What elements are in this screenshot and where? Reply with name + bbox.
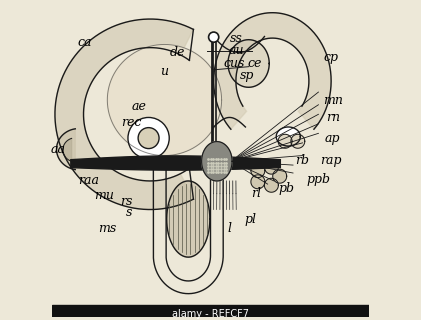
Text: ppb: ppb <box>306 173 330 186</box>
Text: rec: rec <box>121 116 141 129</box>
Text: de: de <box>170 46 185 59</box>
Text: mn: mn <box>323 93 343 107</box>
Polygon shape <box>202 141 232 181</box>
Text: ss: ss <box>229 32 242 44</box>
Text: rn: rn <box>326 111 340 124</box>
Polygon shape <box>167 181 210 257</box>
Bar <box>52 305 369 320</box>
Polygon shape <box>214 13 331 129</box>
Polygon shape <box>55 19 193 210</box>
Text: raa: raa <box>78 174 99 188</box>
Text: ae: ae <box>132 100 147 113</box>
Polygon shape <box>264 160 278 174</box>
Text: rap: rap <box>320 154 342 167</box>
Text: pb: pb <box>279 182 295 196</box>
Text: mu: mu <box>94 189 114 202</box>
Text: cp: cp <box>324 51 338 64</box>
Polygon shape <box>273 169 287 183</box>
Polygon shape <box>56 129 75 170</box>
Polygon shape <box>291 134 305 148</box>
Polygon shape <box>228 40 269 87</box>
Text: s: s <box>126 206 133 219</box>
Text: pl: pl <box>244 212 256 226</box>
Text: alamy - REFCF7: alamy - REFCF7 <box>172 309 249 319</box>
Text: rs: rs <box>120 195 133 208</box>
Circle shape <box>128 117 169 159</box>
Polygon shape <box>276 127 300 146</box>
Text: ce: ce <box>247 57 261 70</box>
Text: aa: aa <box>51 143 66 156</box>
Text: ca: ca <box>78 36 92 49</box>
Text: ap: ap <box>325 132 341 145</box>
Text: au: au <box>228 44 244 57</box>
Polygon shape <box>251 164 265 178</box>
Circle shape <box>208 32 219 42</box>
Text: u: u <box>160 65 168 78</box>
Text: ms: ms <box>98 222 117 235</box>
Polygon shape <box>251 175 265 189</box>
Circle shape <box>138 128 159 148</box>
Text: l: l <box>227 222 232 235</box>
Polygon shape <box>71 156 280 170</box>
Polygon shape <box>63 138 72 161</box>
Text: sp: sp <box>240 69 254 82</box>
Polygon shape <box>264 178 278 192</box>
Text: rl: rl <box>251 187 261 200</box>
Polygon shape <box>278 134 292 148</box>
Polygon shape <box>107 44 221 156</box>
Text: rb: rb <box>296 154 309 167</box>
Text: cus: cus <box>223 57 244 70</box>
